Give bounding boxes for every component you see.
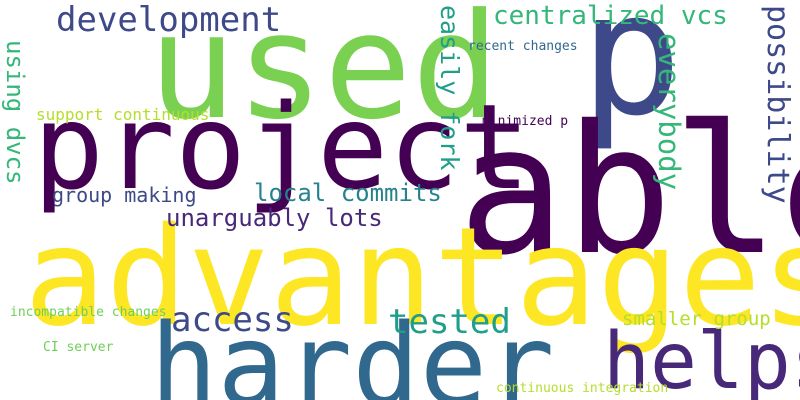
word-easily-fork: easily fork: [435, 5, 464, 171]
word-helps: helps: [603, 317, 800, 400]
word-recent-changes: recent changes: [468, 39, 578, 54]
word-smaller-group: smaller group: [622, 308, 771, 330]
word-development: development: [56, 0, 282, 40]
word-able: able: [458, 87, 800, 294]
word-using-dvcs: using dvcs: [1, 40, 29, 185]
word-access: access: [171, 300, 294, 340]
word-unarguably-lots: unarguably lots: [166, 204, 383, 232]
word-group-making: group making: [52, 183, 197, 207]
word-ci-server: CI server: [43, 340, 114, 355]
word-possibility: possibility: [760, 5, 795, 204]
word-project: project: [33, 78, 531, 216]
word-everybody: everybody: [652, 33, 686, 191]
word-tested: tested: [388, 302, 511, 342]
word-p: p: [580, 0, 683, 154]
word-continuous-integration: continuous integration: [496, 381, 669, 396]
word-used: used: [148, 0, 500, 152]
word-support-continuous: support continuous: [36, 105, 210, 124]
word-centralized-vcs: centralized vcs: [493, 1, 728, 31]
word-incompatible-changes: incompatible changes: [10, 305, 167, 320]
word-minimized-p: minimized p: [482, 114, 569, 129]
word-advantages: advantages: [24, 199, 800, 357]
word-harder: harder: [150, 301, 555, 400]
word-local-commits: local commits: [254, 179, 442, 207]
